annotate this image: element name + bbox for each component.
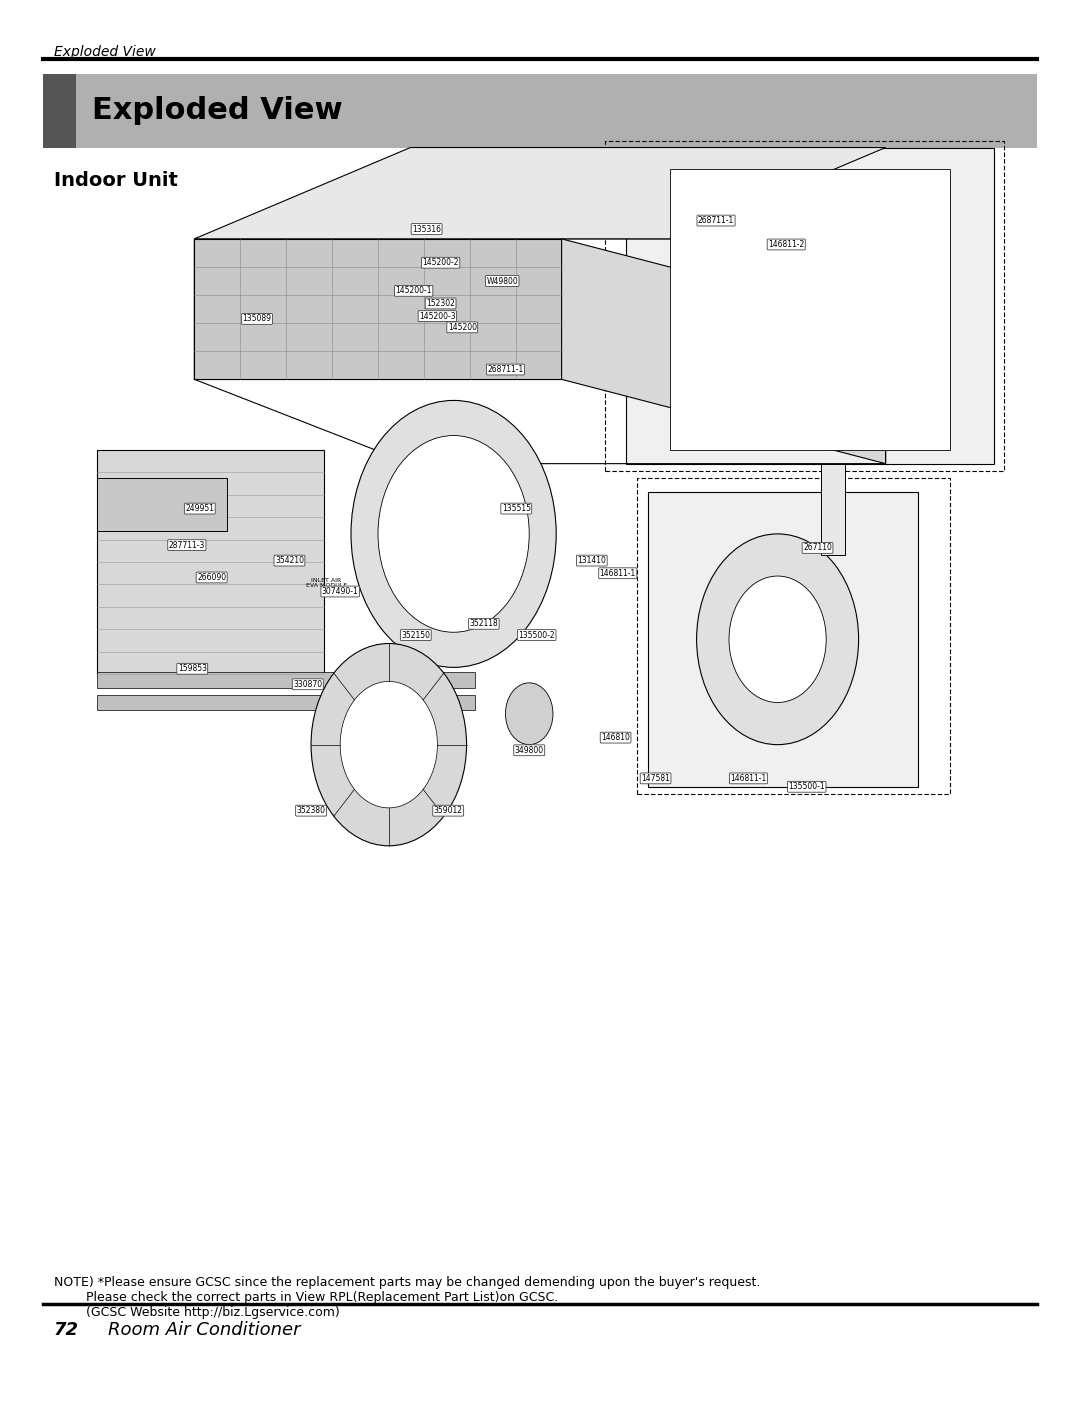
Circle shape xyxy=(351,400,556,667)
Text: 268711-1: 268711-1 xyxy=(487,365,524,374)
Text: 72: 72 xyxy=(54,1321,79,1339)
Text: 287711-3: 287711-3 xyxy=(168,541,205,549)
Polygon shape xyxy=(97,450,324,674)
Text: 135316: 135316 xyxy=(413,225,441,233)
Circle shape xyxy=(311,643,467,846)
Text: 266090: 266090 xyxy=(198,573,226,582)
Text: 135500-2: 135500-2 xyxy=(518,631,555,639)
Text: 146811-2: 146811-2 xyxy=(768,240,805,249)
Text: 352118: 352118 xyxy=(470,620,498,628)
Text: 352380: 352380 xyxy=(297,806,325,815)
Text: 152302: 152302 xyxy=(427,299,455,308)
Text: INLET AIR
EVA MODULE: INLET AIR EVA MODULE xyxy=(306,577,347,589)
Circle shape xyxy=(340,681,437,808)
Text: 135515: 135515 xyxy=(502,504,530,513)
Text: 307490-1: 307490-1 xyxy=(322,587,359,596)
Polygon shape xyxy=(562,239,886,464)
Polygon shape xyxy=(97,478,227,531)
Polygon shape xyxy=(626,148,994,464)
Text: 159853: 159853 xyxy=(178,665,206,673)
Bar xyxy=(43,74,76,148)
Text: 352150: 352150 xyxy=(402,631,430,639)
Text: 135089: 135089 xyxy=(243,315,271,323)
Text: Exploded View: Exploded View xyxy=(54,45,156,59)
Text: 145200-2: 145200-2 xyxy=(422,259,459,267)
Circle shape xyxy=(378,436,529,632)
Text: 267110: 267110 xyxy=(804,544,832,552)
Text: W49800: W49800 xyxy=(486,277,518,285)
Text: 146811-1: 146811-1 xyxy=(730,774,767,783)
Polygon shape xyxy=(194,239,562,379)
Circle shape xyxy=(505,683,553,745)
Text: 349800: 349800 xyxy=(515,746,543,754)
Circle shape xyxy=(697,534,859,745)
Text: 131410: 131410 xyxy=(578,556,606,565)
Text: 135500-1: 135500-1 xyxy=(788,783,825,791)
Text: Indoor Unit: Indoor Unit xyxy=(54,171,178,191)
Text: Room Air Conditioner: Room Air Conditioner xyxy=(108,1321,300,1339)
Circle shape xyxy=(729,576,826,702)
Bar xyxy=(670,169,950,450)
Text: 354210: 354210 xyxy=(275,556,303,565)
Bar xyxy=(821,464,845,555)
Bar xyxy=(43,74,1037,148)
Text: 249951: 249951 xyxy=(186,504,214,513)
Text: 145200-1: 145200-1 xyxy=(395,287,432,295)
Bar xyxy=(97,672,475,688)
Text: 268711-1: 268711-1 xyxy=(698,216,734,225)
Text: 146811-1: 146811-1 xyxy=(599,569,636,577)
Text: 146810: 146810 xyxy=(602,733,630,742)
Text: 330870: 330870 xyxy=(294,680,322,688)
Text: 147581: 147581 xyxy=(642,774,670,783)
Polygon shape xyxy=(194,148,886,239)
Bar xyxy=(97,695,475,710)
Text: 359012: 359012 xyxy=(434,806,462,815)
Text: 145200: 145200 xyxy=(448,323,476,332)
Text: NOTE) *Please ensure GCSC since the replacement parts may be changed demending u: NOTE) *Please ensure GCSC since the repl… xyxy=(54,1276,760,1319)
Text: Exploded View: Exploded View xyxy=(92,97,342,125)
Text: 145200-3: 145200-3 xyxy=(419,312,456,320)
Polygon shape xyxy=(648,492,918,787)
